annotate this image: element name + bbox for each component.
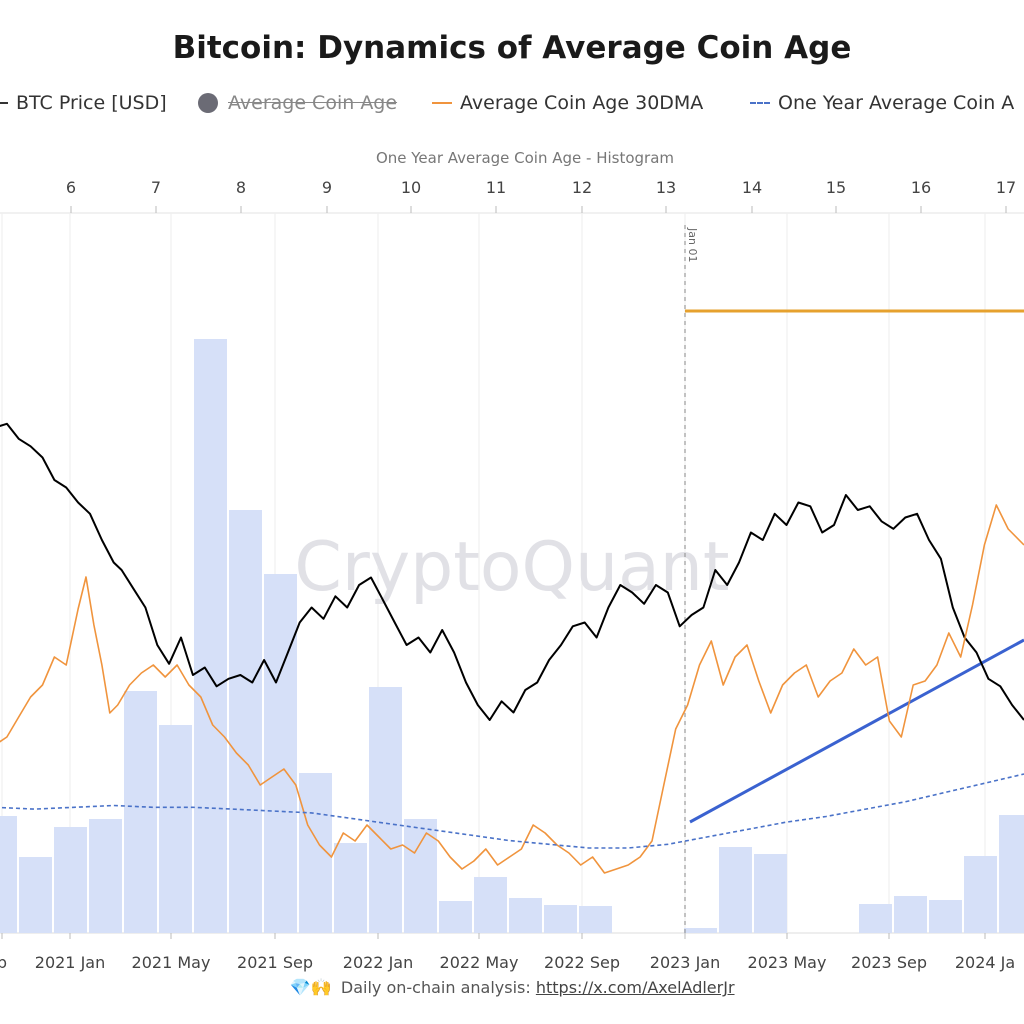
histogram-bar — [89, 819, 122, 933]
histogram-bar — [579, 906, 612, 933]
annotations: Jan 01 — [684, 225, 1024, 933]
legend-label: Average Coin Age 30DMA — [460, 92, 704, 114]
histogram-bar — [124, 691, 157, 933]
legend-line-swatch — [432, 102, 452, 104]
histogram-bar — [404, 819, 437, 933]
histogram-bar — [369, 687, 402, 933]
histogram-tick-label: 11 — [486, 178, 506, 197]
jan01-label: Jan 01 — [686, 227, 699, 262]
histogram-bars — [0, 339, 1024, 933]
legend-item-one-year-average[interactable]: One Year Average Coin A — [750, 88, 1014, 118]
x-tick-label: 2021 Sep — [237, 953, 313, 972]
legend: BTC Price [USD] Average Coin Age Average… — [0, 88, 1024, 118]
histogram-bar — [19, 857, 52, 933]
footer-link[interactable]: https://x.com/AxelAdlerJr — [535, 978, 735, 997]
legend-item-coin-age-30dma[interactable]: Average Coin Age 30DMA — [432, 88, 703, 118]
histogram-bar — [544, 905, 577, 933]
watermark: CryptoQuant — [294, 528, 729, 607]
x-tick-label: p — [0, 953, 7, 972]
x-tick-label: 2021 May — [132, 953, 211, 972]
histogram-tick-label: 13 — [656, 178, 676, 197]
legend-item-btc-price[interactable]: BTC Price [USD] — [0, 88, 167, 118]
histogram-tick-label: 6 — [66, 178, 76, 197]
legend-dot-swatch — [198, 93, 218, 113]
x-tick-label: 2022 May — [440, 953, 519, 972]
footer-emoji: 💎🙌 — [289, 978, 332, 998]
footer: 💎🙌 Daily on-chain analysis: https://x.co… — [0, 978, 1024, 998]
histogram-bar — [0, 816, 17, 933]
histogram-bar — [54, 827, 87, 933]
histogram-bar — [474, 877, 507, 933]
x-axis: p 2021 Jan 2021 May 2021 Sep 2022 Jan 2022 Ma… — [0, 933, 1015, 972]
histogram-bar — [439, 901, 472, 933]
histogram-bar — [929, 900, 962, 933]
histogram-axis: 6 7 8 9 10 11 12 13 14 15 16 17 — [66, 178, 1016, 213]
histogram-bar — [684, 928, 717, 933]
histogram-bar — [999, 815, 1024, 933]
histogram-bar — [264, 574, 297, 933]
histogram-bar — [194, 339, 227, 933]
x-tick-label: 2024 Ja — [955, 953, 1015, 972]
series-line-coin-age-30dma — [0, 504, 1024, 874]
legend-line-swatch — [0, 102, 8, 104]
histogram-bar — [229, 510, 262, 933]
legend-item-average-coin-age[interactable]: Average Coin Age — [198, 88, 397, 118]
histogram-tick-label: 17 — [996, 178, 1016, 197]
x-tick-label: 2023 Jan — [650, 953, 720, 972]
histogram-bar — [754, 854, 787, 933]
histogram-bar — [334, 843, 367, 933]
legend-label: Average Coin Age — [228, 92, 398, 114]
histogram-tick-label: 7 — [151, 178, 161, 197]
x-tick-label: 2023 Sep — [851, 953, 927, 972]
trend-line — [689, 638, 1024, 824]
legend-label: One Year Average Coin A — [778, 92, 1015, 114]
histogram-tick-label: 16 — [911, 178, 931, 197]
legend-dashed-swatch — [750, 102, 770, 104]
histogram-bar — [509, 898, 542, 933]
histogram-tick-label: 8 — [236, 178, 246, 197]
histogram-bar — [894, 896, 927, 933]
x-tick-label: 2022 Jan — [343, 953, 413, 972]
histogram-bar — [719, 847, 752, 933]
histogram-tick-label: 9 — [322, 178, 332, 197]
x-tick-label: 2023 May — [748, 953, 827, 972]
series-line-one-year-average — [0, 773, 1024, 849]
histogram-tick-label: 15 — [826, 178, 846, 197]
series-line-btc-price — [0, 422, 1024, 721]
x-tick-label: 2021 Jan — [35, 953, 105, 972]
histogram-bar — [159, 725, 192, 933]
series-lines — [0, 422, 1024, 874]
histogram-tick-label: 10 — [401, 178, 421, 197]
histogram-bar — [859, 904, 892, 933]
histogram-tick-label: 12 — [572, 178, 592, 197]
x-tick-label: 2022 Sep — [544, 953, 620, 972]
footer-text: Daily on-chain analysis: — [340, 978, 531, 997]
histogram-tick-label: 14 — [742, 178, 762, 197]
histogram-bar — [964, 856, 997, 933]
histogram-axis-label: One Year Average Coin Age - Histogram — [375, 149, 675, 167]
legend-label: BTC Price [USD] — [16, 92, 167, 114]
chart-title: Bitcoin: Dynamics of Average Coin Age — [172, 30, 852, 66]
